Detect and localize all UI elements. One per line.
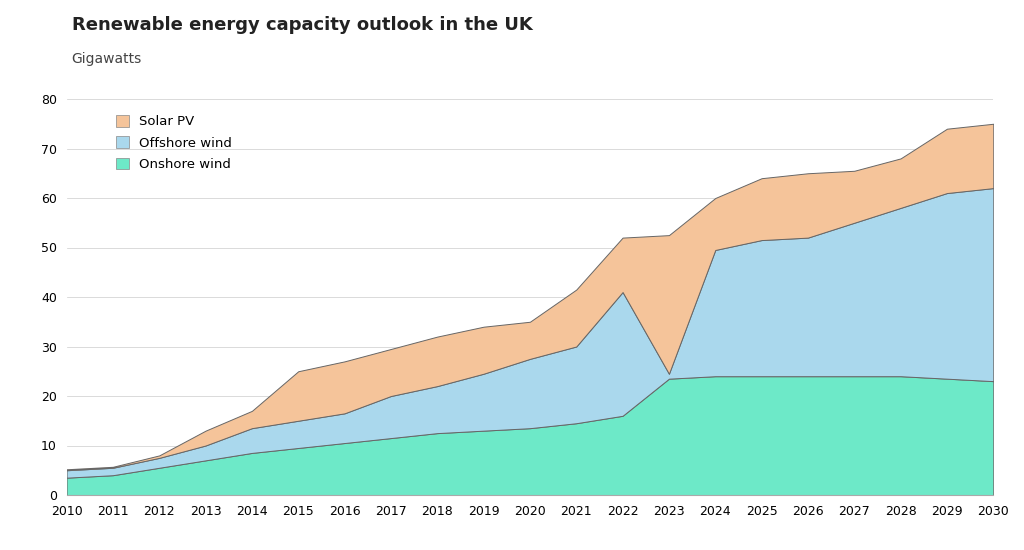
Text: Renewable energy capacity outlook in the UK: Renewable energy capacity outlook in the… — [72, 16, 532, 35]
Text: Gigawatts: Gigawatts — [72, 52, 142, 66]
Legend: Solar PV, Offshore wind, Onshore wind: Solar PV, Offshore wind, Onshore wind — [111, 109, 238, 176]
